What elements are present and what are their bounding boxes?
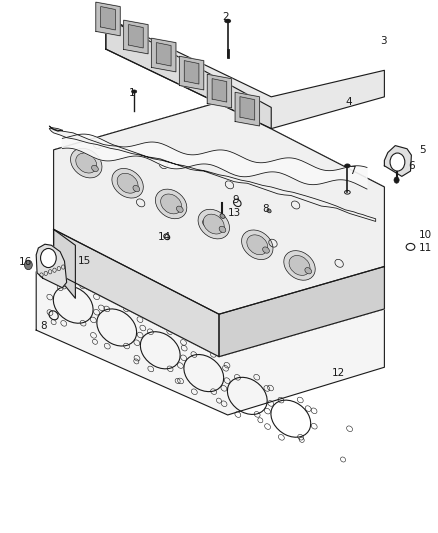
Text: 6: 6 (408, 161, 415, 171)
Ellipse shape (117, 173, 138, 193)
Ellipse shape (289, 255, 310, 276)
Polygon shape (235, 92, 259, 126)
Text: 5: 5 (419, 145, 426, 155)
Ellipse shape (177, 206, 183, 212)
Ellipse shape (284, 251, 315, 280)
Polygon shape (129, 25, 143, 48)
Circle shape (394, 177, 399, 183)
Ellipse shape (247, 235, 268, 255)
Text: 9: 9 (232, 195, 239, 205)
Text: 14: 14 (158, 232, 171, 243)
Polygon shape (53, 229, 219, 357)
Ellipse shape (76, 153, 97, 173)
Circle shape (390, 153, 405, 171)
Polygon shape (36, 229, 385, 415)
Text: 15: 15 (78, 256, 91, 266)
Ellipse shape (112, 168, 143, 198)
Polygon shape (49, 126, 376, 221)
Ellipse shape (92, 165, 98, 172)
Polygon shape (53, 102, 385, 314)
Ellipse shape (71, 148, 102, 178)
Polygon shape (207, 74, 232, 108)
Polygon shape (152, 38, 176, 72)
Polygon shape (156, 43, 171, 66)
Polygon shape (124, 20, 148, 54)
Polygon shape (36, 244, 67, 288)
Polygon shape (184, 61, 199, 84)
Ellipse shape (263, 247, 269, 253)
Polygon shape (53, 102, 385, 314)
Ellipse shape (198, 209, 230, 239)
Polygon shape (62, 134, 367, 189)
Polygon shape (240, 96, 254, 120)
Ellipse shape (133, 185, 140, 192)
Text: 10: 10 (419, 230, 432, 240)
Circle shape (41, 248, 56, 268)
Polygon shape (53, 229, 75, 298)
Ellipse shape (131, 90, 137, 93)
Text: 4: 4 (345, 97, 352, 107)
Polygon shape (219, 266, 385, 357)
Circle shape (25, 260, 32, 270)
Polygon shape (212, 79, 227, 102)
Text: 8: 8 (41, 321, 47, 331)
Ellipse shape (305, 268, 311, 274)
Ellipse shape (220, 214, 225, 219)
Text: 11: 11 (419, 243, 432, 253)
Text: 2: 2 (222, 12, 229, 22)
Text: 12: 12 (332, 368, 346, 377)
Text: 7: 7 (350, 166, 356, 176)
Ellipse shape (345, 164, 350, 167)
Polygon shape (106, 17, 271, 128)
Polygon shape (180, 56, 204, 90)
Polygon shape (385, 146, 411, 176)
Ellipse shape (267, 209, 271, 213)
Ellipse shape (242, 230, 273, 260)
Ellipse shape (219, 226, 226, 232)
Text: 1: 1 (129, 87, 135, 98)
Polygon shape (96, 2, 120, 36)
Ellipse shape (203, 214, 224, 234)
Polygon shape (53, 229, 219, 357)
Ellipse shape (225, 19, 231, 23)
Text: 16: 16 (19, 257, 32, 267)
Polygon shape (101, 6, 115, 30)
Text: 13: 13 (228, 208, 241, 219)
Polygon shape (106, 17, 385, 128)
Polygon shape (219, 266, 385, 357)
Ellipse shape (155, 189, 187, 219)
Ellipse shape (161, 194, 182, 214)
Text: 3: 3 (380, 36, 387, 46)
Text: 8: 8 (262, 204, 269, 214)
